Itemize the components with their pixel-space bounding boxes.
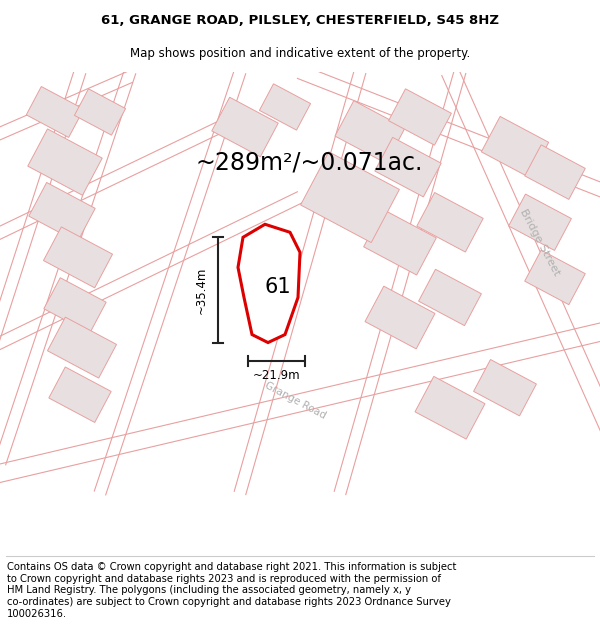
Polygon shape — [238, 224, 300, 342]
Polygon shape — [29, 182, 95, 242]
Polygon shape — [74, 89, 125, 135]
Polygon shape — [335, 101, 405, 163]
Text: 61, GRANGE ROAD, PILSLEY, CHESTERFIELD, S45 8HZ: 61, GRANGE ROAD, PILSLEY, CHESTERFIELD, … — [101, 14, 499, 27]
Polygon shape — [365, 286, 435, 349]
Polygon shape — [415, 376, 485, 439]
Polygon shape — [49, 367, 111, 423]
Polygon shape — [44, 278, 106, 333]
Polygon shape — [301, 152, 400, 242]
Polygon shape — [28, 129, 102, 195]
Text: to Crown copyright and database rights 2023 and is reproduced with the permissio: to Crown copyright and database rights 2… — [7, 574, 441, 584]
Text: Bridge Street: Bridge Street — [518, 208, 562, 278]
Polygon shape — [419, 269, 481, 326]
Polygon shape — [473, 359, 536, 416]
Text: co-ordinates) are subject to Crown copyright and database rights 2023 Ordnance S: co-ordinates) are subject to Crown copyr… — [7, 598, 451, 608]
Polygon shape — [525, 250, 585, 304]
Text: Map shows position and indicative extent of the property.: Map shows position and indicative extent… — [130, 47, 470, 59]
Text: ~21.9m: ~21.9m — [253, 369, 301, 382]
Text: 100026316.: 100026316. — [7, 609, 67, 619]
Text: Contains OS data © Crown copyright and database right 2021. This information is : Contains OS data © Crown copyright and d… — [7, 562, 457, 572]
Polygon shape — [364, 209, 436, 275]
Polygon shape — [375, 138, 441, 197]
Polygon shape — [259, 84, 311, 130]
Polygon shape — [481, 116, 548, 178]
Polygon shape — [43, 227, 113, 288]
Polygon shape — [525, 145, 585, 199]
Text: HM Land Registry. The polygons (including the associated geometry, namely x, y: HM Land Registry. The polygons (includin… — [7, 586, 411, 596]
Polygon shape — [417, 192, 483, 252]
Polygon shape — [389, 89, 451, 145]
Text: 61: 61 — [265, 278, 292, 298]
Text: ~35.4m: ~35.4m — [195, 266, 208, 314]
Polygon shape — [509, 194, 571, 251]
Text: Grange Road: Grange Road — [263, 381, 327, 421]
Polygon shape — [47, 317, 116, 378]
Text: ~289m²/~0.071ac.: ~289m²/~0.071ac. — [195, 150, 422, 174]
Polygon shape — [26, 86, 84, 138]
Polygon shape — [212, 98, 278, 157]
